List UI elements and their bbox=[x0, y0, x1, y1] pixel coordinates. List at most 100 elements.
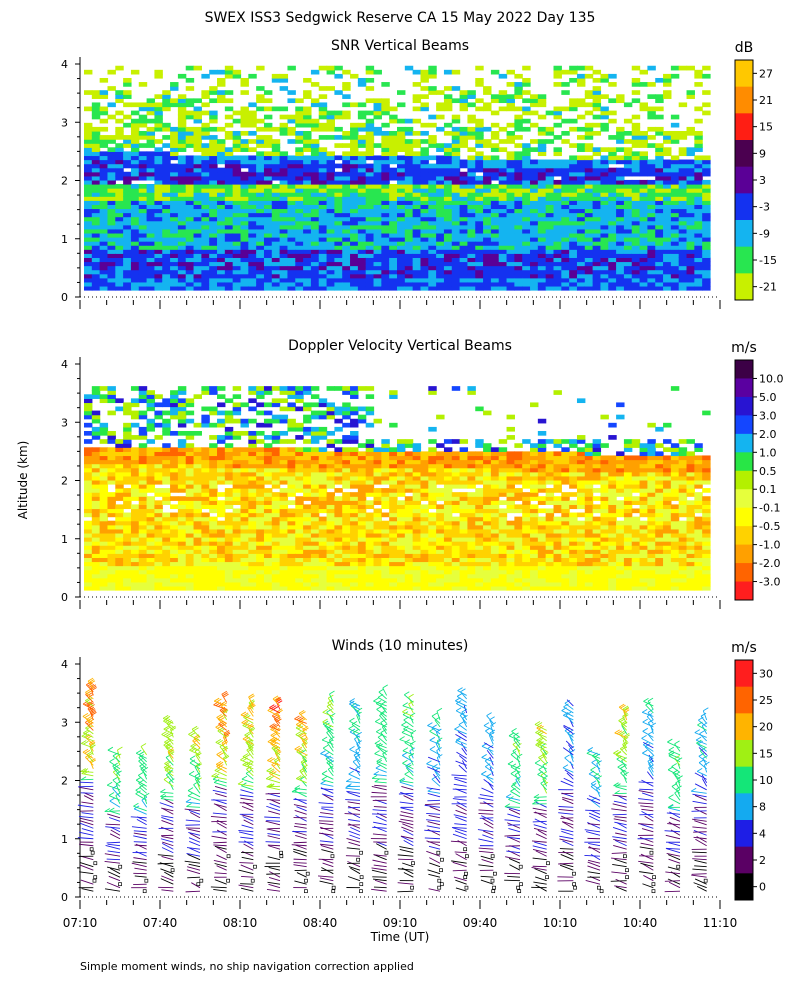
snr-cell bbox=[404, 265, 414, 271]
snr-cell bbox=[217, 179, 226, 185]
colorbar-swatch bbox=[735, 246, 753, 274]
snr-cell bbox=[537, 277, 547, 283]
snr-cell bbox=[655, 253, 664, 258]
snr-cell bbox=[357, 196, 367, 201]
snr-cell bbox=[506, 155, 515, 161]
snr-cell bbox=[670, 192, 680, 197]
doppler-cell bbox=[217, 439, 226, 444]
doppler-cell bbox=[193, 553, 202, 558]
snr-cell bbox=[537, 249, 547, 254]
snr-cell bbox=[608, 135, 617, 140]
doppler-cell bbox=[99, 561, 109, 567]
snr-cell bbox=[326, 192, 335, 197]
doppler-cell bbox=[256, 516, 265, 522]
snr-cell bbox=[522, 151, 531, 157]
doppler-cell bbox=[123, 439, 132, 444]
snr-cell bbox=[428, 253, 437, 258]
doppler-cell bbox=[146, 398, 156, 404]
snr-cell bbox=[123, 196, 132, 201]
snr-cell bbox=[115, 269, 124, 275]
doppler-cell bbox=[84, 512, 93, 518]
doppler-cell bbox=[342, 541, 351, 546]
snr-cell bbox=[412, 175, 422, 181]
snr-cell bbox=[483, 245, 492, 250]
snr-cell bbox=[154, 139, 163, 144]
snr-cell bbox=[592, 147, 602, 152]
doppler-cell bbox=[170, 565, 179, 571]
doppler-cell bbox=[177, 508, 187, 514]
doppler-cell bbox=[256, 549, 265, 554]
snr-cell bbox=[678, 208, 688, 214]
snr-cell bbox=[475, 232, 484, 238]
snr-cell bbox=[600, 196, 609, 201]
snr-cell bbox=[404, 118, 414, 124]
snr-cell bbox=[201, 179, 210, 185]
snr-cell bbox=[663, 285, 672, 291]
snr-cell bbox=[451, 228, 461, 234]
snr-cell bbox=[154, 69, 163, 75]
snr-cell bbox=[91, 171, 101, 177]
doppler-cell bbox=[240, 467, 249, 473]
snr-cell bbox=[279, 204, 289, 210]
doppler-cell bbox=[350, 573, 359, 579]
snr-cell bbox=[115, 253, 124, 258]
doppler-cell bbox=[84, 504, 93, 510]
snr-cell bbox=[318, 192, 328, 197]
doppler-cell bbox=[193, 545, 202, 550]
snr-cell bbox=[639, 241, 648, 246]
snr-cell bbox=[240, 208, 249, 214]
snr-cell bbox=[475, 253, 484, 258]
snr-cell bbox=[428, 257, 437, 263]
doppler-cell bbox=[185, 561, 195, 567]
snr-cell bbox=[91, 94, 101, 99]
snr-cell bbox=[623, 228, 633, 234]
snr-cell bbox=[224, 257, 234, 263]
snr-cell bbox=[217, 139, 226, 144]
doppler-cell bbox=[342, 528, 351, 534]
snr-cell bbox=[138, 228, 148, 234]
snr-cell bbox=[154, 106, 163, 112]
snr-cell bbox=[170, 183, 179, 189]
snr-cell bbox=[702, 188, 711, 193]
snr-cell bbox=[209, 179, 218, 185]
snr-cell bbox=[263, 175, 273, 181]
snr-cell bbox=[655, 241, 664, 246]
snr-cell bbox=[287, 277, 296, 283]
snr-cell bbox=[217, 204, 226, 210]
snr-cell bbox=[498, 159, 508, 165]
snr-cell bbox=[670, 139, 680, 144]
snr-cell bbox=[146, 126, 156, 132]
snr-cell bbox=[553, 228, 562, 234]
snr-cell bbox=[631, 167, 641, 173]
snr-cell bbox=[451, 86, 461, 91]
snr-cell bbox=[271, 143, 281, 148]
snr-cell bbox=[639, 159, 648, 165]
snr-cell bbox=[342, 204, 351, 210]
snr-cell bbox=[404, 281, 414, 287]
snr-cell bbox=[201, 147, 210, 152]
doppler-cell bbox=[263, 508, 273, 514]
snr-cell bbox=[655, 257, 664, 263]
snr-cell bbox=[342, 245, 351, 250]
snr-cell bbox=[483, 155, 492, 161]
doppler-cell bbox=[310, 569, 320, 575]
doppler-cell bbox=[287, 394, 296, 399]
doppler-cell bbox=[91, 386, 101, 391]
doppler-cell bbox=[256, 455, 265, 461]
snr-cell bbox=[373, 204, 382, 210]
snr-cell bbox=[576, 82, 586, 87]
snr-cell bbox=[99, 285, 109, 291]
snr-cell bbox=[412, 208, 422, 214]
snr-cell bbox=[428, 200, 437, 205]
snr-cell bbox=[256, 237, 265, 242]
doppler-cell bbox=[334, 581, 343, 587]
doppler-cell bbox=[217, 581, 226, 587]
snr-cell bbox=[201, 232, 210, 238]
snr-cell bbox=[490, 228, 500, 234]
doppler-cell bbox=[193, 541, 202, 546]
snr-cell bbox=[467, 126, 476, 132]
doppler-cell bbox=[217, 573, 226, 579]
doppler-cell bbox=[154, 410, 163, 416]
snr-cell bbox=[522, 65, 531, 71]
doppler-cell bbox=[146, 402, 156, 408]
